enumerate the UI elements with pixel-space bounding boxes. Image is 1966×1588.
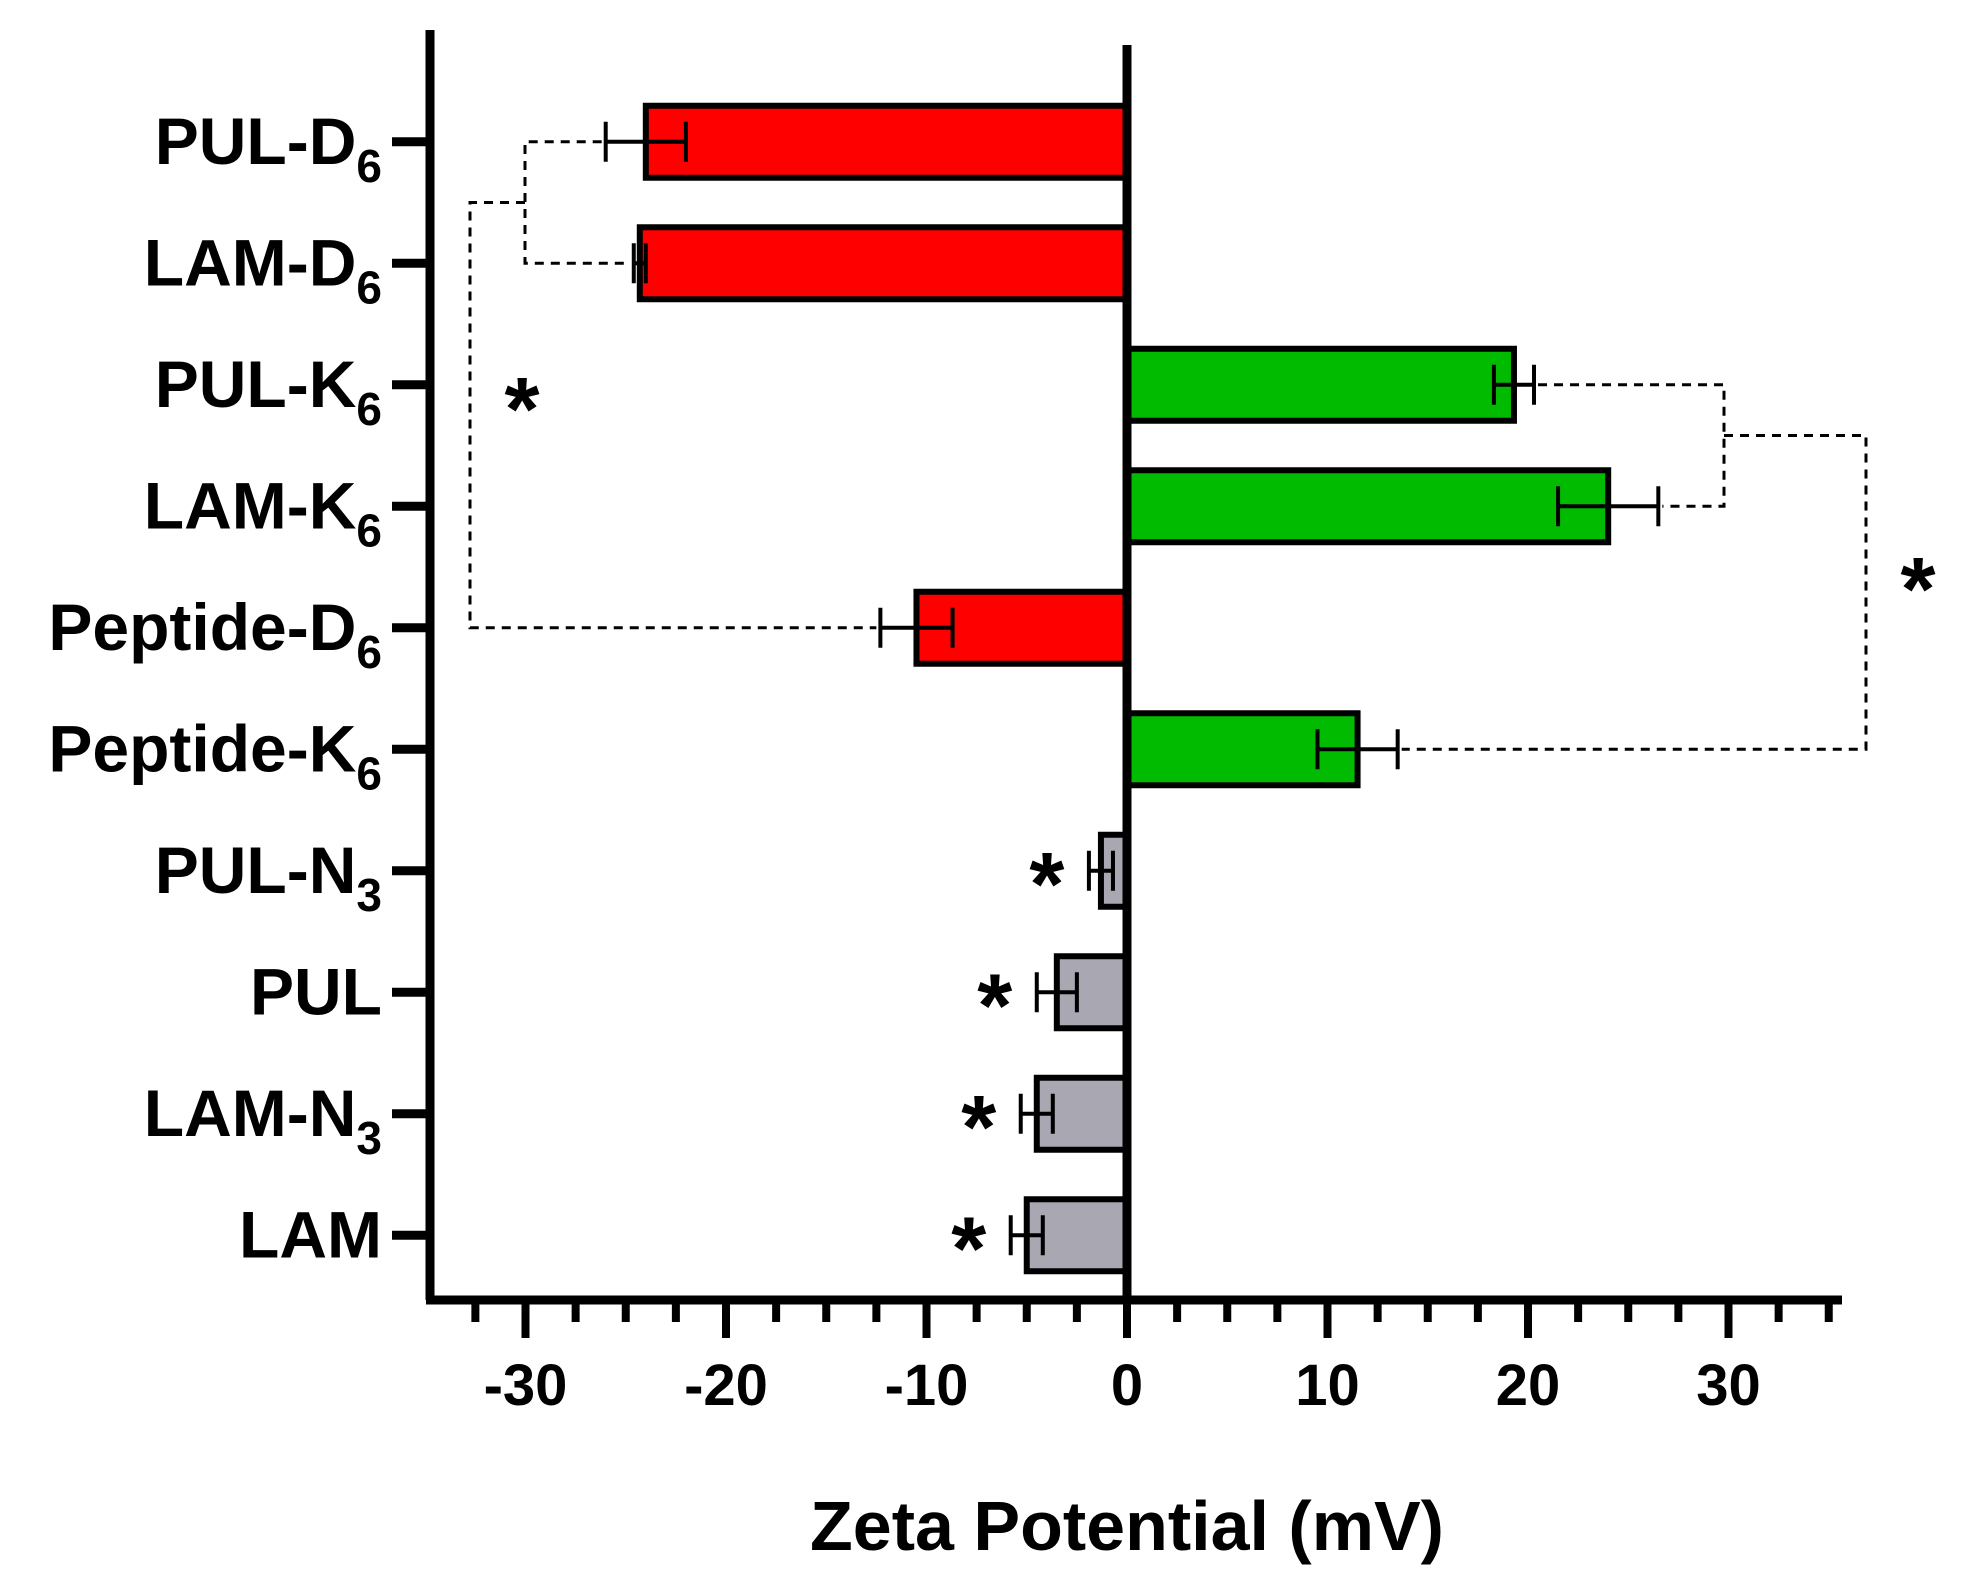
x-axis-title: Zeta Potential (mV) — [810, 1487, 1444, 1565]
category-label: LAM-D6 — [144, 225, 382, 313]
x-tick-label: 30 — [1696, 1353, 1761, 1418]
significance-star: * — [1029, 835, 1064, 935]
category-label: LAM-N3 — [144, 1076, 382, 1164]
category-label: PUL-D6 — [155, 104, 382, 192]
significance-star: * — [977, 956, 1012, 1056]
x-tick-label: 10 — [1295, 1353, 1360, 1418]
x-tick-label: -30 — [484, 1353, 568, 1418]
bars-layer — [603, 102, 1661, 1275]
x-tick-label: -20 — [684, 1353, 768, 1418]
bar-lam-d6 — [636, 224, 1130, 303]
category-label: PUL-N3 — [155, 833, 382, 921]
category-label: LAM-K6 — [144, 468, 382, 556]
significance-star: * — [951, 1199, 986, 1299]
category-label: LAM — [239, 1197, 382, 1271]
bracket-d6-inner — [523, 140, 630, 265]
x-tick-label: 0 — [1111, 1353, 1143, 1418]
bracket-k6-inner — [1538, 383, 1726, 508]
x-tick-label: -10 — [885, 1353, 969, 1418]
category-label: Peptide-K6 — [48, 711, 382, 799]
significance-star: * — [961, 1078, 996, 1178]
bar-lam-k6 — [1124, 467, 1612, 546]
significance-star: * — [504, 360, 539, 460]
bracket-k6-outer — [1401, 434, 1868, 751]
axes-layer: -30 -20 -10 0 10 20 30 — [392, 30, 1842, 1418]
bar-pul-d6 — [642, 102, 1130, 181]
significance-star: * — [1900, 540, 1935, 640]
bar-pul-k6 — [1124, 345, 1517, 424]
category-label: Peptide-D6 — [48, 590, 382, 678]
category-label: PUL-K6 — [155, 347, 382, 435]
category-labels: PUL-D6 LAM-D6 PUL-K6 LAM-K6 Peptide-D6 Peptid… — [48, 104, 382, 1272]
category-label: PUL — [250, 954, 382, 1028]
x-tick-label: 20 — [1496, 1353, 1561, 1418]
significance-brackets: ****** — [468, 140, 1936, 1299]
